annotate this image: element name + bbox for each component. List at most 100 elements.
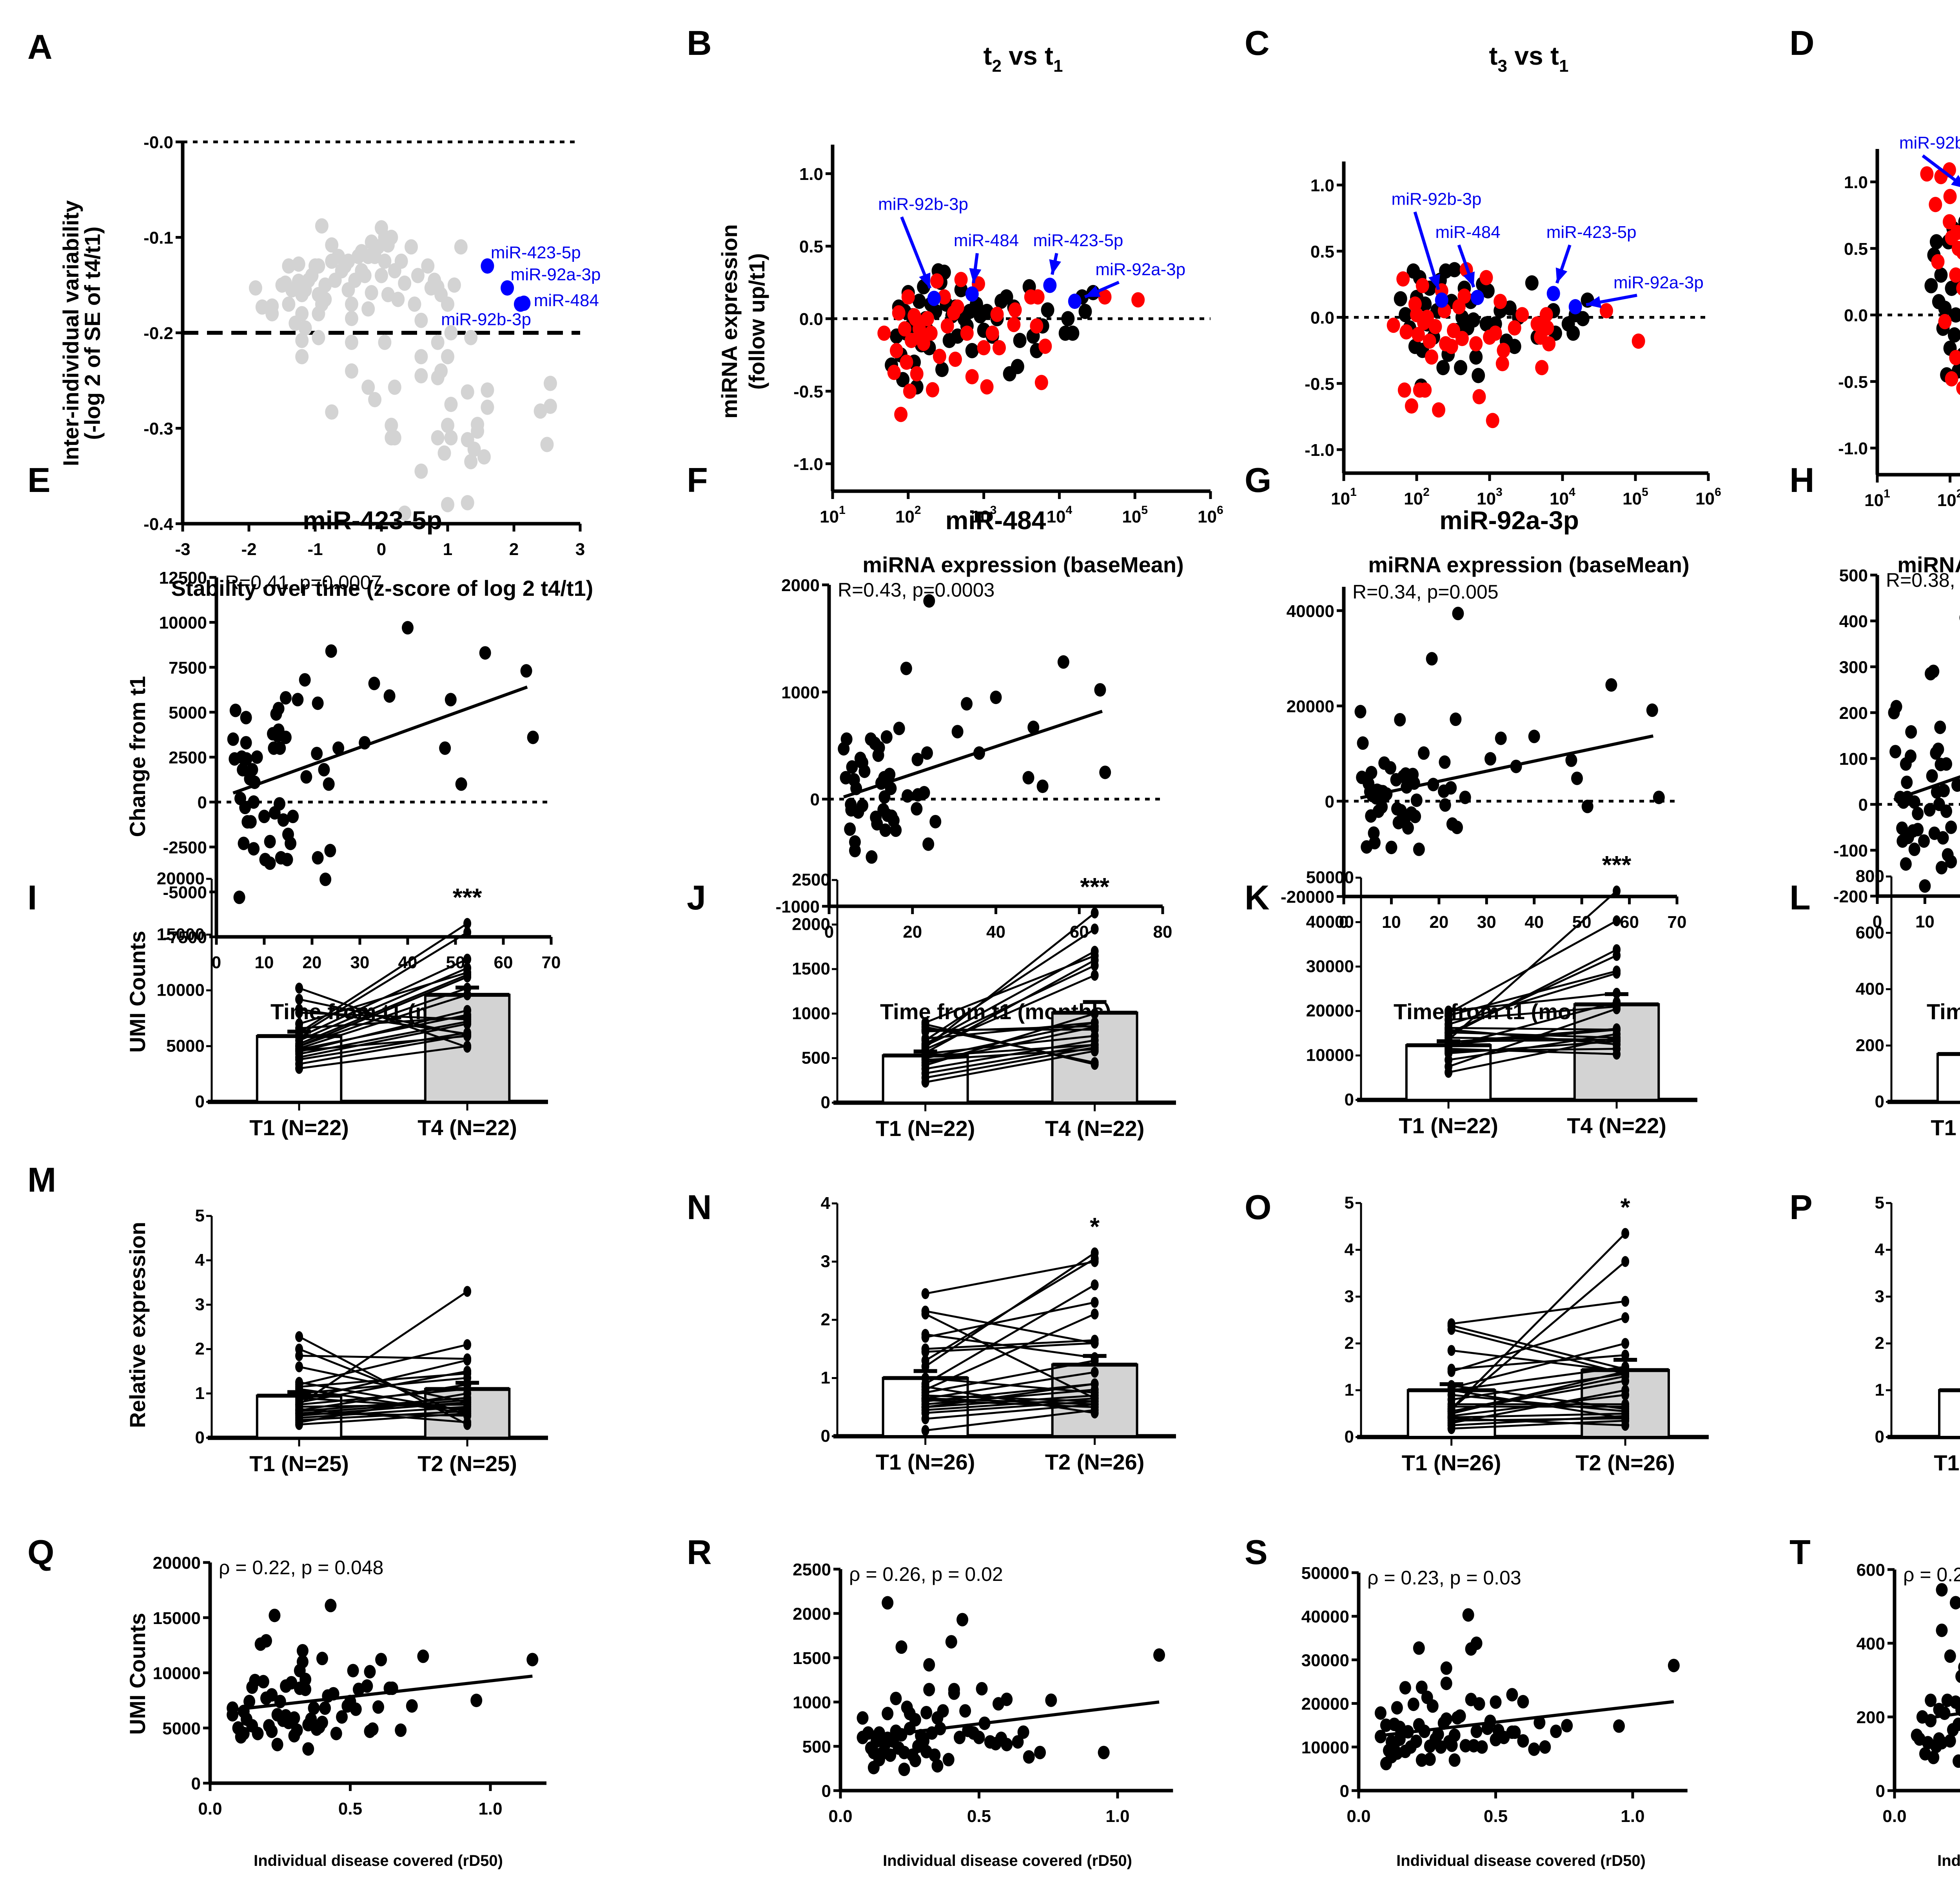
data-point — [444, 325, 458, 341]
data-point — [318, 292, 332, 307]
data-point — [1007, 317, 1021, 332]
pair-line — [299, 1355, 468, 1360]
panel-label: O — [1245, 1188, 1271, 1227]
panel-title: t2 vs t1 — [983, 41, 1063, 76]
pair-line — [1451, 1325, 1626, 1370]
series-patients — [838, 594, 1111, 864]
y-tick-label: 0 — [1340, 1782, 1349, 1801]
data-point — [1091, 923, 1099, 935]
data-point — [921, 1393, 929, 1404]
data-point — [398, 275, 412, 291]
data-point — [1405, 398, 1418, 414]
y-tick-label: 1500 — [793, 1649, 831, 1668]
data-point — [954, 272, 968, 287]
data-point — [903, 383, 916, 399]
data-point — [1503, 300, 1517, 316]
data-point — [1409, 809, 1421, 824]
data-point — [1956, 281, 1960, 296]
data-point — [1445, 1036, 1453, 1047]
data-point — [1439, 755, 1451, 769]
data-point — [1023, 1750, 1035, 1764]
data-point — [325, 404, 339, 420]
data-point — [1949, 307, 1960, 323]
regression-line — [232, 685, 528, 795]
data-point — [1402, 821, 1414, 835]
data-point — [1949, 1596, 1960, 1610]
data-point — [1445, 781, 1457, 795]
paired-samples — [295, 918, 472, 1074]
y-tick-label: 0 — [1876, 1782, 1885, 1801]
data-point — [1632, 333, 1645, 349]
data-point — [1057, 655, 1069, 669]
y-tick-label: 0.0 — [1310, 308, 1334, 328]
pair-line — [299, 971, 468, 1025]
data-point — [965, 286, 979, 302]
y-tick-label: -0.5 — [1305, 374, 1334, 394]
data-point — [282, 296, 296, 312]
data-point — [274, 741, 286, 755]
data-point — [1539, 1740, 1551, 1754]
data-point — [904, 332, 918, 348]
pair-line — [925, 912, 1096, 1049]
data-point — [1938, 784, 1950, 798]
pair-line — [299, 1366, 468, 1403]
y-tick-label: 500 — [802, 1737, 831, 1757]
series-highlighted — [481, 258, 531, 312]
x-tick-label: 105 — [1122, 504, 1148, 526]
y-tick-label: 200 — [1839, 704, 1868, 723]
data-point — [463, 953, 472, 965]
data-point — [1066, 325, 1080, 341]
data-point — [463, 1353, 472, 1365]
data-point — [1418, 296, 1432, 312]
y-tick-label: 800 — [1856, 867, 1884, 886]
data-point — [292, 693, 304, 707]
x-tick-label: 104 — [1550, 486, 1575, 508]
data-point — [345, 334, 358, 350]
data-point — [965, 343, 979, 358]
panel-label: I — [27, 878, 37, 917]
data-point — [1653, 790, 1665, 804]
data-point — [1953, 1754, 1960, 1768]
data-point — [1924, 278, 1938, 294]
data-point — [961, 697, 973, 711]
data-point — [1399, 307, 1412, 323]
data-point — [463, 1383, 472, 1395]
panel-r: R 0 500 1000 1500 2000 2500 0.0 0.5 1.0 ρ = 0.26, … — [687, 1533, 1173, 1869]
category-label: T1 (N=22) — [1931, 1115, 1960, 1140]
data-point — [930, 273, 944, 289]
arrow-head-icon — [1586, 296, 1602, 308]
data-point — [316, 1715, 328, 1729]
data-point — [1426, 652, 1438, 666]
data-point — [1535, 360, 1549, 376]
panel-title: miR-92a-3p — [1439, 506, 1579, 535]
data-point — [471, 423, 485, 439]
data-point — [927, 290, 941, 306]
data-point — [921, 746, 933, 760]
y-tick-label: 10000 — [1306, 1046, 1354, 1065]
data-point — [479, 646, 491, 660]
y-tick-label: 2500 — [793, 1560, 831, 1579]
data-point — [245, 815, 257, 829]
data-point — [395, 1723, 407, 1737]
data-point — [1943, 189, 1957, 204]
data-point — [1091, 1366, 1099, 1378]
data-point — [277, 813, 289, 827]
data-point — [481, 399, 494, 415]
data-point — [1927, 664, 1940, 678]
y-axis-label: UMI Counts — [125, 931, 150, 1052]
data-point — [1955, 1669, 1960, 1683]
series-samples — [227, 1599, 539, 1756]
data-point — [272, 702, 285, 715]
data-point — [923, 594, 935, 608]
data-point — [894, 406, 908, 422]
y-tick-label: -7500 — [163, 928, 207, 947]
data-point — [884, 768, 896, 782]
data-point — [295, 349, 309, 365]
x-tick-label: 0.0 — [828, 1807, 852, 1826]
data-point — [921, 311, 935, 327]
y-tick-label: 3 — [1875, 1287, 1884, 1306]
data-point — [1958, 216, 1960, 227]
data-point — [248, 842, 260, 856]
pair-line — [925, 1258, 1095, 1362]
data-point — [1418, 746, 1430, 760]
